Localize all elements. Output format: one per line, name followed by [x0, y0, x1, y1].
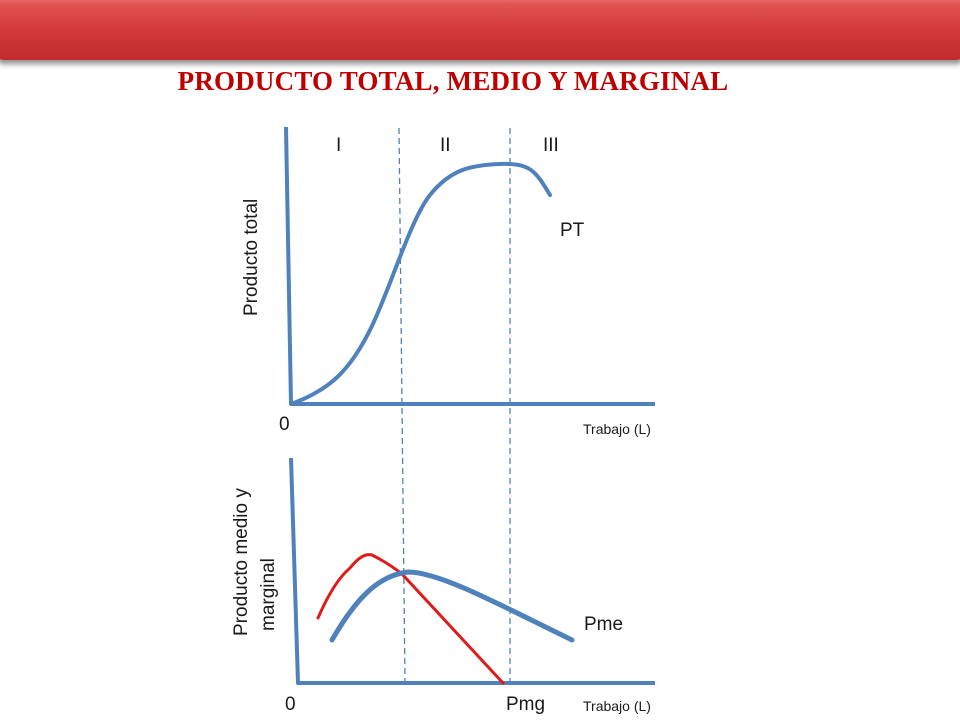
top-y-axis-title: Producto total: [241, 199, 262, 316]
stage-label-ii: II: [440, 135, 451, 156]
page-title: PRODUCTO TOTAL, MEDIO Y MARGINAL: [177, 66, 729, 96]
pmg-curve: [316, 553, 505, 685]
stage-label-i: I: [336, 135, 341, 156]
bottom-y-axis-title-line2: marginal: [258, 558, 279, 631]
title-banner: [0, 0, 960, 60]
bottom-origin-label: 0: [285, 694, 296, 715]
pme-label: Pme: [584, 614, 623, 635]
bottom-x-axis-title: Trabajo (L): [583, 698, 651, 714]
top-x-axis-title: Trabajo (L): [583, 421, 651, 437]
stage-divider-1: [398, 127, 406, 684]
bottom-axes: [289, 457, 655, 685]
pt-curve: [289, 161, 552, 406]
pmg-label: Pmg: [506, 694, 545, 715]
pt-label: PT: [560, 220, 585, 241]
top-origin-label: 0: [279, 414, 290, 435]
pme-curve: [329, 569, 575, 643]
bottom-y-axis-title-line1: Producto medio y: [231, 488, 252, 636]
stage-label-iii: III: [543, 135, 559, 156]
